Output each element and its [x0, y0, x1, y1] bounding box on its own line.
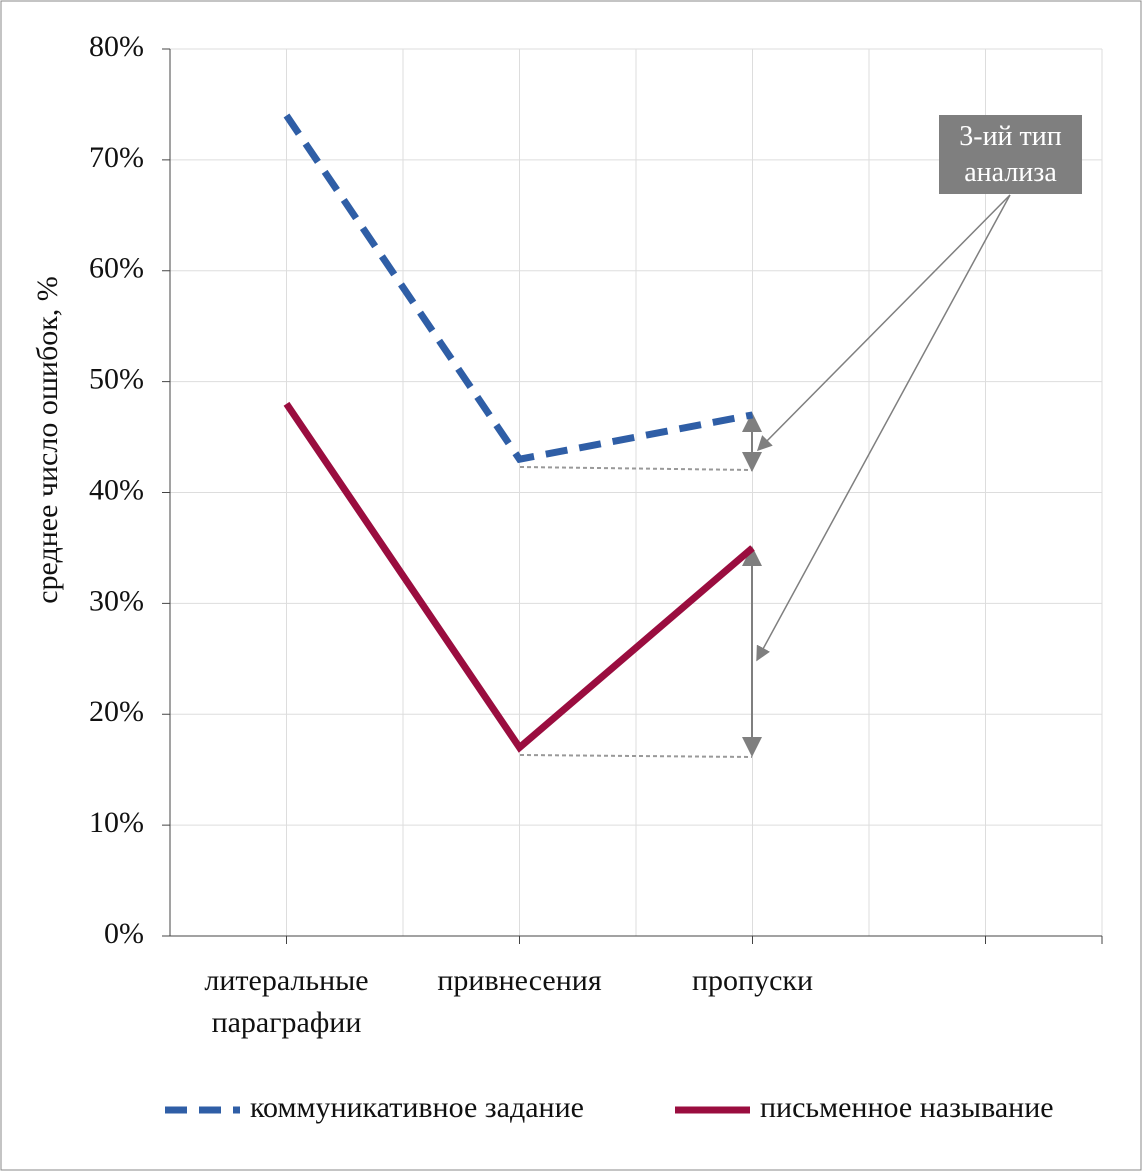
- note-arrow: [756, 194, 1011, 452]
- y-tick-label: 80%: [89, 30, 144, 63]
- series-line: [283, 113, 754, 464]
- guide: [519, 754, 753, 758]
- x-tick-label: пропуски: [691, 964, 814, 997]
- y-tick-label: 50%: [89, 363, 144, 396]
- legend-label: письменное называние: [760, 1091, 1054, 1124]
- y-tick-label: 30%: [89, 584, 144, 617]
- guide: [519, 466, 753, 471]
- y-tick-label: 10%: [89, 806, 144, 839]
- legend-label: коммуникативное задание: [250, 1091, 584, 1124]
- annotation: 3-ий тип анализа: [939, 115, 1082, 194]
- y-tick-label: 60%: [89, 252, 144, 285]
- y-tick-label: 70%: [89, 141, 144, 174]
- x-tick-label: литеральные параграфии: [204, 964, 369, 1039]
- series-line: [283, 401, 755, 753]
- y-tick-label: 40%: [89, 473, 144, 506]
- note-arrow: [756, 194, 1011, 662]
- y-tick-label: 20%: [89, 695, 144, 728]
- y-axis-title: среднее число ошибок, %: [31, 276, 64, 604]
- x-tick-label: привнесения: [437, 964, 602, 997]
- y-tick-label: 0%: [104, 917, 144, 950]
